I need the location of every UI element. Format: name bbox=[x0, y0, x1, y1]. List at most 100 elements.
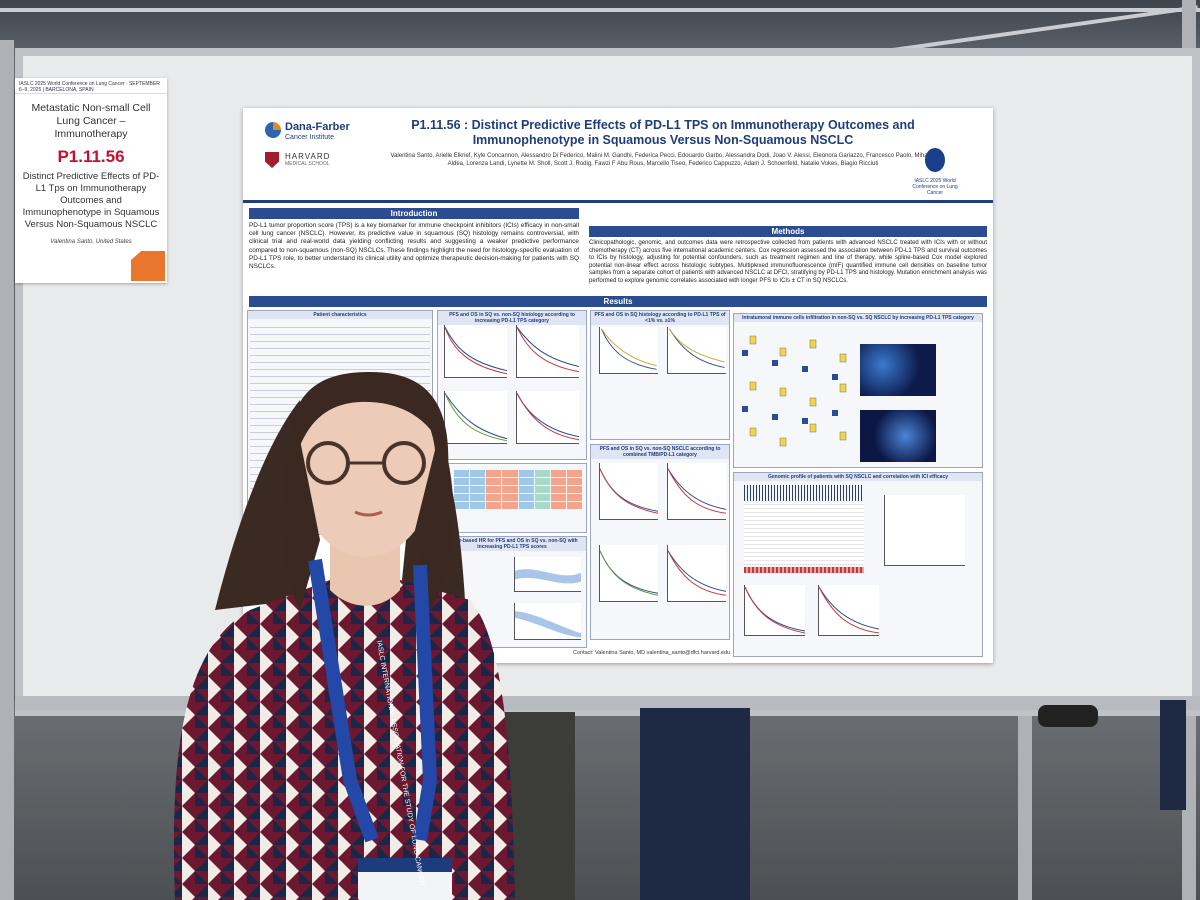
table-row bbox=[250, 321, 430, 328]
dana-farber-logo-icon bbox=[265, 122, 281, 138]
background-shoe bbox=[1038, 705, 1098, 727]
table-row bbox=[250, 426, 430, 433]
km-panel-pfs-os-title: PFS and OS in SQ vs. non-SQ histology ac… bbox=[438, 311, 586, 325]
patient-characteristics-panel: Patient characteristics bbox=[247, 310, 433, 535]
table-row bbox=[250, 342, 430, 349]
spline-hr-panel: Spline-based HR for PFS and OS in SQ vs.… bbox=[437, 536, 587, 648]
methods-header: Methods bbox=[589, 226, 987, 237]
oncoprint-bars bbox=[744, 485, 864, 501]
km-panel-pfs-os: PFS and OS in SQ vs. non-SQ histology ac… bbox=[437, 310, 587, 460]
spline-curve bbox=[515, 569, 581, 584]
table-row bbox=[250, 454, 430, 461]
km-plot bbox=[516, 391, 579, 444]
table-row bbox=[250, 349, 430, 356]
table-row bbox=[250, 405, 430, 412]
oncoprint-annotation bbox=[744, 567, 864, 573]
table-row bbox=[250, 377, 430, 384]
table-row bbox=[250, 335, 430, 342]
label-card-presenter: Valentina Santo, United States bbox=[50, 239, 132, 245]
oncoprint-matrix bbox=[744, 503, 864, 565]
km-panel-tmb-pdl1-title: PFS and OS in SQ vs. non-SQ NSCLC accord… bbox=[591, 445, 729, 459]
hr-heatmap bbox=[454, 470, 582, 509]
dana-farber-name: Dana-Farber bbox=[285, 121, 350, 133]
km-plot bbox=[444, 391, 507, 444]
km-plot bbox=[599, 463, 658, 520]
board-post bbox=[0, 40, 14, 900]
table-row bbox=[250, 398, 430, 405]
km-panel-sq-pdl1: PFS and OS in SQ histology according to … bbox=[590, 310, 730, 440]
poster-header: Dana-Farber Cancer Institute HARVARD MED… bbox=[243, 108, 993, 203]
label-card-code: P1.11.56 bbox=[57, 147, 125, 166]
mif-image bbox=[860, 344, 936, 396]
patient-characteristics-table bbox=[248, 319, 432, 533]
km-curve bbox=[600, 468, 658, 514]
harvard-subtitle: MEDICAL SCHOOL bbox=[285, 161, 330, 167]
poster-authors: Valentina Santo, Arielle Elkrief, Kyle C… bbox=[390, 153, 936, 167]
iaslc-logo-icon bbox=[925, 148, 945, 172]
volcano-plot bbox=[884, 495, 965, 566]
table-row bbox=[250, 391, 430, 398]
km-curve bbox=[517, 392, 579, 441]
poster-label-card: IASLC 2025 World Conference on Lung Canc… bbox=[15, 78, 167, 283]
intro-header: Introduction bbox=[249, 208, 579, 219]
hr-heatmap-panel bbox=[437, 463, 587, 533]
km-curve bbox=[600, 328, 657, 370]
table-row bbox=[250, 328, 430, 335]
table-row bbox=[250, 489, 430, 496]
table-row bbox=[250, 433, 430, 440]
spline-plot bbox=[514, 603, 581, 640]
immune-infiltration-panel: Intratumoral immune cells infiltration i… bbox=[733, 313, 983, 468]
table-row bbox=[250, 412, 430, 419]
table-row bbox=[250, 370, 430, 377]
km-plot bbox=[516, 325, 579, 378]
genomic-profile-panel: Genomic profile of patients with SQ NSCL… bbox=[733, 472, 983, 657]
spline-curve bbox=[515, 611, 581, 638]
km-plot bbox=[818, 585, 879, 636]
table-row bbox=[250, 461, 430, 468]
conference-badge bbox=[358, 858, 452, 900]
table-row bbox=[250, 356, 430, 363]
poster-title: P1.11.56 : Distinct Predictive Effects o… bbox=[411, 118, 915, 147]
label-card-topic: Metastatic Non-small Cell Lung Cancer – … bbox=[31, 102, 151, 140]
km-plot bbox=[599, 327, 658, 374]
km-curve bbox=[668, 468, 726, 514]
km-curve bbox=[669, 328, 725, 368]
table-row bbox=[250, 510, 430, 517]
scientific-poster: Dana-Farber Cancer Institute HARVARD MED… bbox=[243, 108, 993, 663]
label-card-title: Distinct Predictive Effects of PD-L1 Tps… bbox=[22, 171, 160, 230]
immune-infiltration-title: Intratumoral immune cells infiltration i… bbox=[734, 314, 982, 322]
badge-header bbox=[358, 858, 452, 872]
harvard-shield-icon bbox=[265, 152, 279, 168]
methods-text: Clinicopathologic, genomic, and outcomes… bbox=[589, 240, 987, 284]
km-curve bbox=[600, 550, 658, 596]
ceiling-truss bbox=[0, 8, 1200, 12]
results-header: Results bbox=[249, 296, 987, 307]
table-row bbox=[250, 482, 430, 489]
board-rail bbox=[15, 696, 1200, 710]
spline-hr-title: Spline-based HR for PFS and OS in SQ vs.… bbox=[438, 537, 586, 551]
km-curve bbox=[445, 326, 507, 375]
table-row bbox=[250, 363, 430, 370]
patient-characteristics-title: Patient characteristics bbox=[248, 311, 432, 319]
km-plot bbox=[444, 325, 507, 378]
intro-text: PD-L1 tumor proportion score (TPS) is a … bbox=[249, 222, 579, 271]
boxplot-grid bbox=[742, 335, 847, 447]
background-person bbox=[1160, 700, 1186, 810]
label-card-strip: IASLC 2025 World Conference on Lung Canc… bbox=[15, 78, 167, 94]
background-person bbox=[640, 708, 750, 900]
km-plot bbox=[599, 545, 658, 602]
background-person bbox=[495, 712, 575, 900]
board-post bbox=[1018, 700, 1032, 900]
km-plot bbox=[667, 545, 726, 602]
table-row bbox=[250, 496, 430, 503]
genomic-profile-title: Genomic profile of patients with SQ NSCL… bbox=[734, 473, 982, 481]
table-row bbox=[250, 384, 430, 391]
table-row bbox=[250, 524, 430, 531]
harvard-name: HARVARD bbox=[285, 152, 331, 161]
km-plot bbox=[667, 327, 726, 374]
dana-farber-subtitle: Cancer Institute bbox=[285, 134, 335, 141]
km-plot bbox=[744, 585, 805, 636]
mif-image bbox=[860, 410, 936, 462]
iaslc-conference-text: IASLC 2025 World Conference on Lung Canc… bbox=[912, 178, 958, 196]
table-row bbox=[250, 468, 430, 475]
